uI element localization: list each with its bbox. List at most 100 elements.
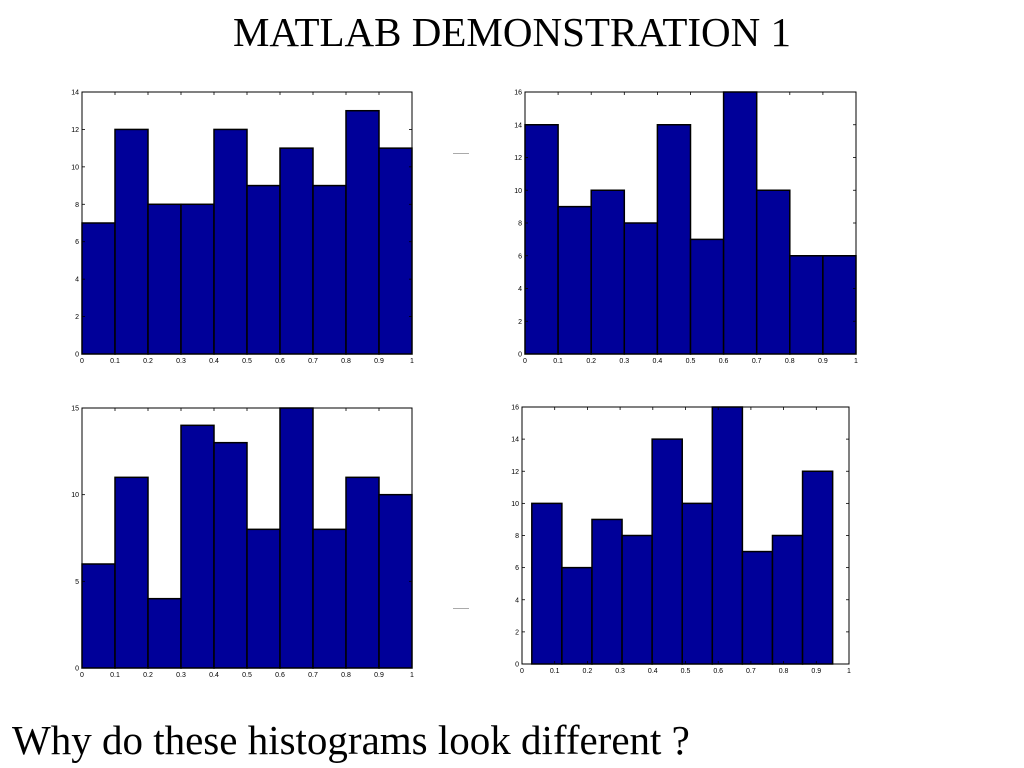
chart-4-bar [771,534,804,665]
chart-2-y-tick-label: 2 [518,319,522,326]
chart-2-y-tick-label: 4 [518,286,522,293]
chart-4-bar [621,534,653,665]
chart-1-x-tick-label: 0.3 [176,358,186,365]
chart-4-x-tick-label: 0.2 [583,668,593,675]
chart-4-y-tick-label: 16 [511,405,519,412]
chart-3-bar [378,493,413,669]
chart-1-bar [378,147,413,355]
chart-4-y-tick-label: 8 [515,533,519,540]
chart-2-bar [524,124,559,355]
chart-4-y-tick-label: 6 [515,565,519,572]
chart-1-y-tick-label: 6 [75,239,79,246]
chart-2-bar [557,205,592,355]
chart-2-x-tick-label: 1 [854,358,858,365]
chart-4-x-tick-label: 0 [520,668,524,675]
chart-3-bar [180,424,215,669]
chart-4-x-tick-label: 0.1 [550,668,560,675]
chart-2-y-tick-label: 14 [514,122,522,129]
chart-4-x-tick-label: 0.6 [713,668,723,675]
chart-3-y-tick-label: 15 [71,406,79,413]
chart-4-x-tick-label: 0.7 [746,668,756,675]
chart-1-bar [312,184,347,355]
chart-1-x-tick-label: 0.2 [143,358,153,365]
chart-4-bar [711,406,744,665]
chart-4-bar [681,502,714,665]
chart-3-bar [312,528,347,669]
chart-3-y-tick-label: 0 [75,666,79,673]
chart-2-bar [623,222,659,355]
chart-1-bar [246,184,281,355]
chart-4-x-tick-label: 0.8 [779,668,789,675]
chart-1-y-tick-label: 10 [71,164,79,171]
chart-1-y-tick-label: 12 [71,127,79,134]
chart-4-y-tick-label: 14 [511,437,519,444]
chart-1-bar [180,203,215,355]
chart-2-bar [789,255,824,355]
chart-4-bar [591,518,623,665]
chart-2-bar [755,189,791,355]
chart-2-y-tick-label: 6 [518,253,522,260]
chart-3-x-tick-label: 0.4 [209,672,219,679]
chart-2-y-tick-label: 16 [514,90,522,97]
chart-2-x-tick-label: 0.4 [653,358,663,365]
chart-1-y-tick-label: 8 [75,202,79,209]
chart-4-y-tick-label: 0 [515,662,519,669]
chart-1-x-tick-label: 0.1 [110,358,120,365]
chart-3-x-tick-label: 0.7 [308,672,318,679]
chart-3-bar [279,407,314,669]
chart-2-bar [656,124,692,355]
chart-3-y-tick-label: 10 [71,492,79,499]
chart-3-x-tick-label: 0.3 [176,672,186,679]
chart-4-bar [651,438,683,665]
chart-2-bar [822,255,857,355]
chart-3-bar [114,476,149,669]
chart-3-x-tick-label: 0.1 [110,672,120,679]
chart-3-x-tick-label: 0.5 [242,672,252,679]
chart-4-x-tick-label: 1 [847,668,851,675]
chart-1-x-tick-label: 0.7 [308,358,318,365]
chart-4-y-tick-label: 10 [511,501,519,508]
chart-3-x-tick-label: 0 [80,672,84,679]
chart-2-bar [689,238,725,355]
chart-1-bar [114,128,149,355]
chart-1-y-tick-label: 0 [75,352,79,359]
chart-4-bar [741,550,774,665]
chart-4-x-tick-label: 0.5 [681,668,691,675]
chart-3-y-tick-label: 5 [75,579,79,586]
chart-4-y-tick-label: 4 [515,597,519,604]
chart-1-bar [81,222,116,355]
chart-1-bar [213,128,248,355]
chart-3-x-tick-label: 0.9 [374,672,384,679]
chart-2-x-tick-label: 0 [523,358,527,365]
chart-2-x-tick-label: 0.2 [586,358,596,365]
divider-dash [453,608,469,609]
chart-3-x-tick-label: 0.6 [275,672,285,679]
chart-1-y-tick-label: 14 [71,90,79,97]
chart-2-x-tick-label: 0.6 [719,358,729,365]
chart-4-bar [561,566,593,665]
divider-dash [453,153,469,154]
chart-3-bar [81,563,116,669]
chart-3-x-tick-label: 0.2 [143,672,153,679]
chart-1-x-tick-label: 1 [410,358,414,365]
chart-3-x-tick-label: 1 [410,672,414,679]
chart-4-x-tick-label: 0.3 [615,668,625,675]
chart-1-x-tick-label: 0.5 [242,358,252,365]
chart-4-x-tick-label: 0.9 [811,668,821,675]
chart-2-bar [590,189,626,355]
chart-1-bar [147,203,182,355]
chart-2-x-tick-label: 0.3 [619,358,629,365]
chart-1-x-tick-label: 0.6 [275,358,285,365]
chart-2-x-tick-label: 0.1 [553,358,563,365]
chart-4-y-tick-label: 2 [515,629,519,636]
chart-3-bar [246,528,281,669]
slide-title: MATLAB DEMONSTRATION 1 [232,9,792,55]
chart-2-bar [722,91,758,355]
chart-2-x-tick-label: 0.7 [752,358,762,365]
chart-4-bar [801,470,834,665]
chart-4-bar [531,502,563,665]
chart-4-y-tick-label: 12 [511,469,519,476]
chart-2-y-tick-label: 12 [514,155,522,162]
chart-2-y-tick-label: 8 [518,221,522,228]
